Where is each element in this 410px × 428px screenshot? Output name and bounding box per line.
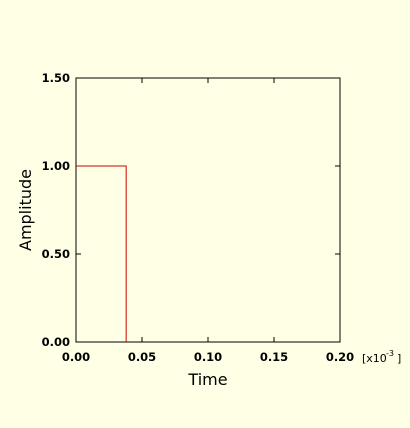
x-tick-label: 0.10 (194, 350, 222, 364)
x-scale-close: ] (397, 352, 401, 365)
plot-frame (75, 77, 341, 343)
y-tick-label: 0.00 (42, 335, 70, 349)
y-tick-label: 0.50 (42, 247, 70, 261)
x-scale-base: [x10 (362, 352, 387, 365)
series-line (76, 165, 127, 342)
x-tick-label: 0.05 (128, 350, 156, 364)
x-scale-exponent: -3 (386, 349, 394, 358)
series-group (76, 165, 127, 342)
y-axis-title: Amplitude (16, 169, 35, 251)
x-tick-label: 0.20 (326, 350, 354, 364)
y-tick-label: 1.00 (42, 159, 70, 173)
y-tick-label: 1.50 (42, 71, 70, 85)
x-axis-title: Time (187, 370, 227, 389)
x-tick-label: 0.15 (260, 350, 288, 364)
tick-labels: 0.00 0.05 0.10 0.15 0.20 0.00 0.50 1.00 1.50 (42, 71, 355, 364)
x-scale-factor: [x10 -3 ] (362, 349, 401, 365)
tick-marks (75, 77, 341, 343)
x-tick-label: 0.00 (62, 350, 90, 364)
